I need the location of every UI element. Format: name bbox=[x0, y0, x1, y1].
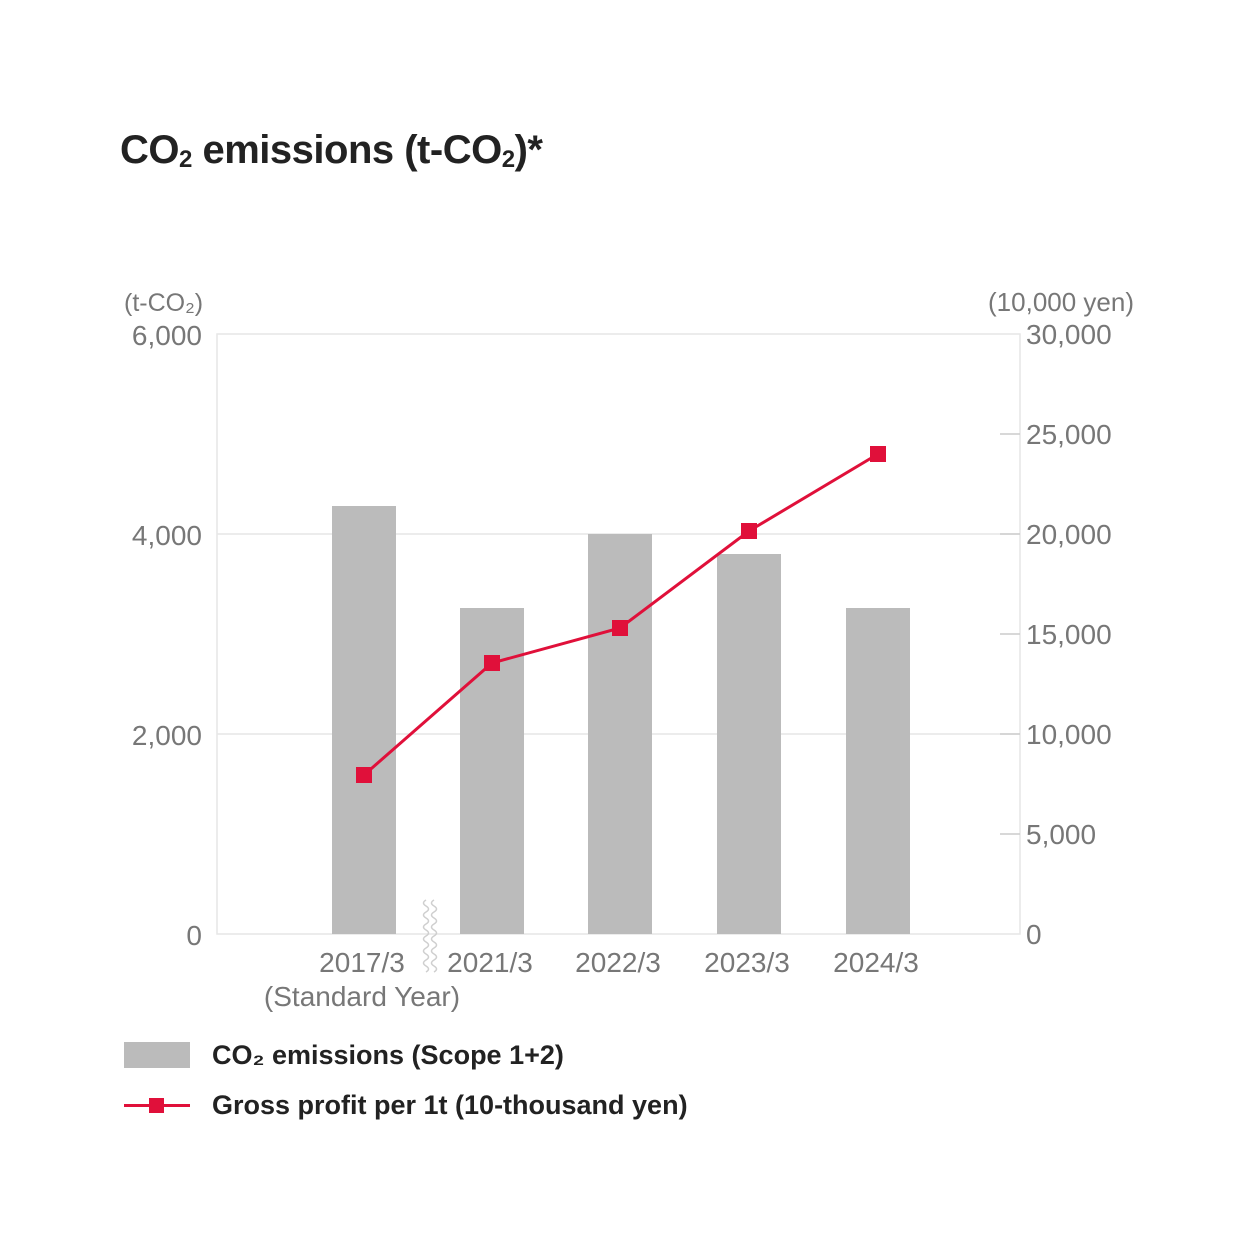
legend-swatch-line bbox=[124, 1092, 190, 1118]
right-tick-label: 15,000 bbox=[1026, 619, 1112, 650]
category-label: 2017/3 bbox=[319, 947, 405, 978]
bar-co2-2017-3 bbox=[332, 506, 396, 934]
left-tick-label: 0 bbox=[186, 920, 202, 951]
category-label: 2022/3 bbox=[575, 947, 661, 978]
bar-co2-2022-3 bbox=[588, 534, 652, 934]
legend: CO₂ emissions (Scope 1+2) Gross profit p… bbox=[124, 1030, 688, 1130]
right-tick-label: 20,000 bbox=[1026, 519, 1112, 550]
legend-label-gross-profit: Gross profit per 1t (10-thousand yen) bbox=[212, 1089, 688, 1120]
left-tick-label: 2,000 bbox=[132, 720, 202, 751]
legend-label-co2: CO₂ emissions (Scope 1+2) bbox=[212, 1039, 564, 1070]
left-tick-label: 4,000 bbox=[132, 520, 202, 551]
left-axis-unit: (t-CO₂) bbox=[124, 289, 203, 317]
marker-gross-profit-2021-3 bbox=[484, 655, 500, 671]
right-tick-label: 10,000 bbox=[1026, 719, 1112, 750]
right-tick-label: 0 bbox=[1026, 919, 1042, 950]
legend-item-co2: CO₂ emissions (Scope 1+2) bbox=[124, 1030, 688, 1080]
right-tick-label: 25,000 bbox=[1026, 419, 1112, 450]
marker-gross-profit-2024-3 bbox=[870, 446, 886, 462]
left-tick-label: 6,000 bbox=[132, 320, 202, 351]
category-label: 2023/3 bbox=[704, 947, 790, 978]
legend-item-gross-profit: Gross profit per 1t (10-thousand yen) bbox=[124, 1080, 688, 1130]
marker-gross-profit-2022-3 bbox=[612, 620, 628, 636]
right-axis-unit: (10,000 yen) bbox=[988, 287, 1134, 317]
marker-gross-profit-2023-3 bbox=[741, 523, 757, 539]
bar-co2-2024-3 bbox=[846, 608, 910, 934]
axis-break-mark bbox=[422, 899, 430, 973]
right-tick-label: 30,000 bbox=[1026, 319, 1112, 350]
legend-swatch-bar bbox=[124, 1042, 190, 1068]
axis-break-mark bbox=[430, 899, 438, 973]
category-label: 2024/3 bbox=[833, 947, 919, 978]
right-tick-label: 5,000 bbox=[1026, 819, 1096, 850]
chart-title: CO2 emissions (t-CO2)* bbox=[120, 128, 543, 173]
bar-co2-2023-3 bbox=[717, 554, 781, 934]
category-sublabel: (Standard Year) bbox=[264, 981, 460, 1012]
category-label: 2021/3 bbox=[447, 947, 533, 978]
marker-gross-profit-2017-3 bbox=[356, 767, 372, 783]
